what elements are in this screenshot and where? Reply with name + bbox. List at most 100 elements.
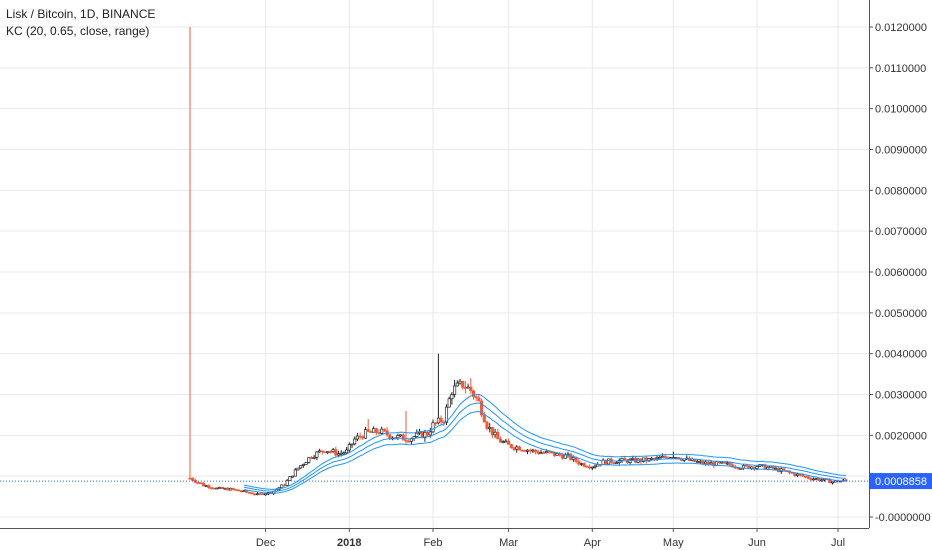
candle-up xyxy=(709,462,713,465)
candle-down xyxy=(426,431,430,436)
candle-down xyxy=(201,482,206,487)
candle-up xyxy=(620,458,624,461)
candle-down xyxy=(782,468,786,471)
x-tick-label: Apr xyxy=(584,537,601,549)
candle-up xyxy=(453,385,457,395)
candle-up xyxy=(336,453,341,456)
candle-up xyxy=(704,461,708,465)
candle-down xyxy=(752,466,756,469)
candle-up xyxy=(755,466,759,469)
candle-down xyxy=(207,485,211,489)
candle-down xyxy=(582,463,586,467)
candle-down xyxy=(407,440,411,443)
x-tick-label: 2018 xyxy=(337,537,361,549)
candle-down xyxy=(328,451,332,453)
candle-down xyxy=(706,461,710,465)
candle-down xyxy=(439,417,443,423)
candle-down xyxy=(723,461,727,464)
candle-up xyxy=(326,451,330,453)
candle-up xyxy=(431,422,435,433)
candle-down xyxy=(585,466,589,468)
candle-down xyxy=(401,434,405,441)
candle-up xyxy=(750,466,754,469)
candle-down xyxy=(226,487,230,491)
candle-up xyxy=(396,435,400,439)
y-tick-label: 0.0090000 xyxy=(875,145,927,157)
candle-up xyxy=(312,456,316,459)
candle-up xyxy=(363,429,368,439)
candle-down xyxy=(577,461,581,465)
candle-down xyxy=(309,457,314,459)
last-price-label: 0.0008858 xyxy=(875,476,927,488)
candle-down xyxy=(234,489,238,491)
candle-up xyxy=(571,457,575,460)
keltner-lower xyxy=(243,410,847,494)
candle-up xyxy=(450,394,454,400)
indicator-label: KC (20, 0.65, close, range) xyxy=(6,24,150,38)
candle-down xyxy=(245,490,249,493)
candle-down xyxy=(623,458,627,461)
candle-up xyxy=(615,462,619,465)
candle-up xyxy=(215,487,219,490)
candle-down xyxy=(817,478,821,481)
candle-down xyxy=(210,487,214,490)
candle-up xyxy=(304,462,308,465)
candle-down xyxy=(239,490,243,493)
candle-up xyxy=(590,466,594,469)
y-tick-label: 0.0070000 xyxy=(875,226,927,238)
candle-down xyxy=(550,451,554,454)
candle-up xyxy=(417,431,422,434)
y-tick-label: 0.0110000 xyxy=(875,63,926,75)
candle-down xyxy=(461,380,465,388)
candle-up xyxy=(539,452,543,454)
candle-up xyxy=(725,462,729,465)
candle-up xyxy=(820,479,824,482)
candle-up xyxy=(455,382,459,387)
candle-down xyxy=(507,440,511,445)
candle-up xyxy=(318,450,322,453)
candle-up xyxy=(293,469,297,477)
candle-down xyxy=(663,455,667,458)
candle-down xyxy=(361,436,365,439)
y-tick-label: 0.0030000 xyxy=(875,390,927,402)
candle-up xyxy=(531,449,535,452)
candle-up xyxy=(606,458,611,465)
candle-down xyxy=(191,477,195,481)
candle-up xyxy=(660,455,665,458)
candle-up xyxy=(579,463,584,465)
candle-down xyxy=(509,444,513,449)
candle-up xyxy=(658,456,662,459)
x-tick-label: Feb xyxy=(424,537,443,549)
candle-up xyxy=(372,428,376,433)
candle-up xyxy=(814,478,818,480)
candle-up xyxy=(739,468,743,470)
candle-down xyxy=(247,491,251,494)
candle-down xyxy=(212,487,216,490)
candle-down xyxy=(382,428,386,432)
candle-up xyxy=(436,417,440,424)
candle-up xyxy=(264,493,268,496)
candle-down xyxy=(701,460,705,465)
candle-down xyxy=(261,493,265,496)
candle-up xyxy=(307,457,311,463)
candle-down xyxy=(679,458,683,461)
candle-up xyxy=(631,457,635,460)
y-tick-label: 0.0100000 xyxy=(875,104,927,116)
candle-down xyxy=(369,431,373,433)
candle-down xyxy=(374,428,378,433)
candle-down xyxy=(542,452,546,454)
candle-up xyxy=(353,438,357,445)
candle-up xyxy=(218,486,222,489)
candle-up xyxy=(563,454,567,459)
candle-up xyxy=(428,431,432,436)
candle-down xyxy=(809,477,813,480)
candle-down xyxy=(523,450,527,452)
candle-down xyxy=(231,487,235,490)
candle-down xyxy=(804,475,808,478)
y-tick-label: 0.0040000 xyxy=(875,349,927,361)
candle-down xyxy=(534,449,538,453)
candle-up xyxy=(555,453,559,456)
y-tick-label: 0.0020000 xyxy=(875,430,927,442)
